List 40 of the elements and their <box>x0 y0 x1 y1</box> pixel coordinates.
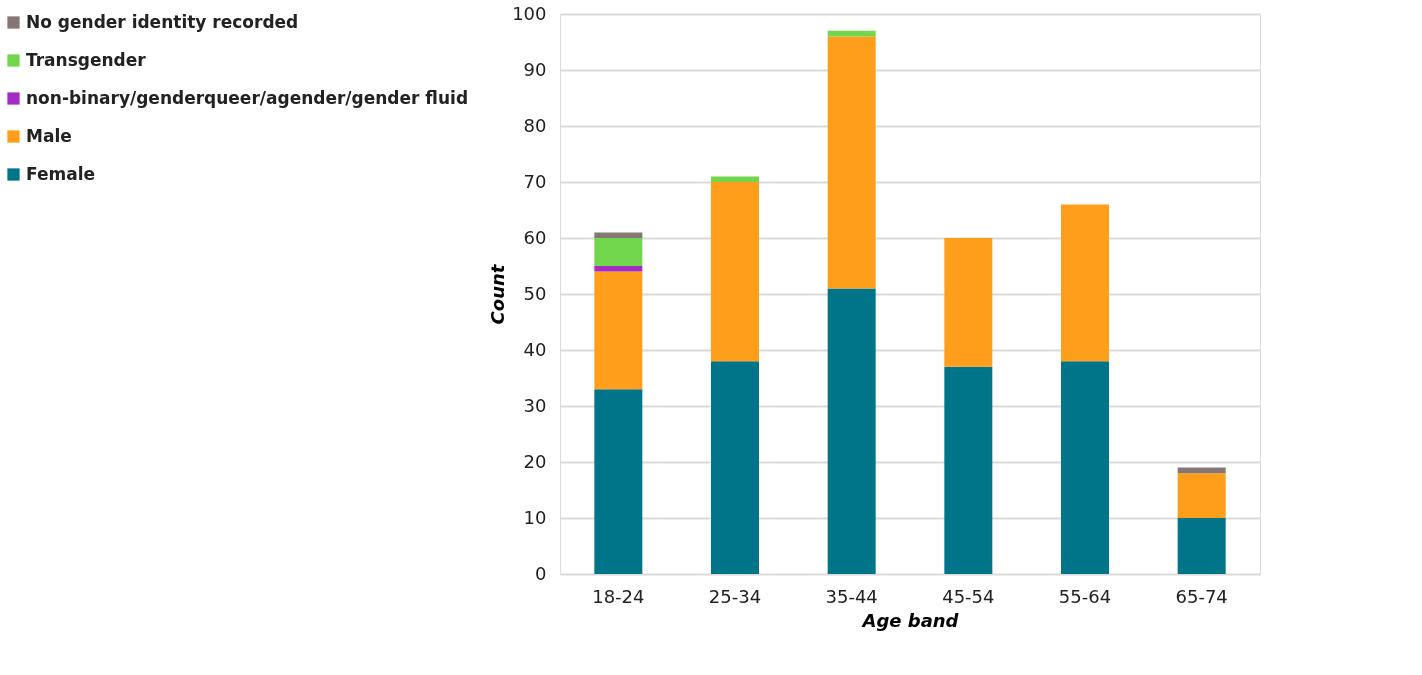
y-tick-label: 0 <box>535 562 547 584</box>
y-tick-label: 70 <box>523 170 547 192</box>
bar <box>711 176 759 182</box>
legend-label: Transgender <box>26 49 147 70</box>
x-tick-label: 45-54 <box>942 585 995 607</box>
y-tick-label: 80 <box>523 114 547 136</box>
y-axis-title: Count <box>487 263 509 325</box>
y-tick-label: 10 <box>523 506 547 528</box>
y-tick-label: 30 <box>523 394 547 416</box>
bar <box>944 238 993 367</box>
bar <box>594 238 643 266</box>
y-tick-label: 20 <box>523 450 547 472</box>
bar <box>594 389 643 574</box>
x-tick-label: 25-34 <box>708 585 762 607</box>
bar <box>1061 361 1109 574</box>
bar <box>711 182 759 362</box>
bar <box>1061 204 1109 362</box>
bar <box>594 266 643 272</box>
x-axis-title: Age band <box>860 609 960 631</box>
x-tick-label: 65-74 <box>1175 585 1228 607</box>
y-tick-label: 90 <box>523 58 547 80</box>
legend-label: No gender identity recorded <box>26 11 299 32</box>
x-tick-label: 55-64 <box>1058 585 1112 607</box>
bar <box>827 36 876 289</box>
y-tick-label: 100 <box>512 2 547 24</box>
bar <box>944 366 993 574</box>
y-tick-label: 40 <box>523 338 547 360</box>
legend-label: Male <box>26 125 72 146</box>
x-tick-label: 18-24 <box>592 585 645 607</box>
bar <box>1177 518 1226 574</box>
bar <box>711 361 759 574</box>
legend-label: non-binary/genderqueer/agender/gender fluid <box>26 87 469 108</box>
legend-label: Female <box>26 163 95 184</box>
bar <box>594 232 643 238</box>
y-tick-label: 60 <box>523 226 547 248</box>
y-tick-label: 50 <box>523 282 547 304</box>
x-tick-label: 35-44 <box>825 585 878 607</box>
bar <box>1177 473 1226 518</box>
bar <box>827 288 876 574</box>
bar <box>594 271 643 390</box>
